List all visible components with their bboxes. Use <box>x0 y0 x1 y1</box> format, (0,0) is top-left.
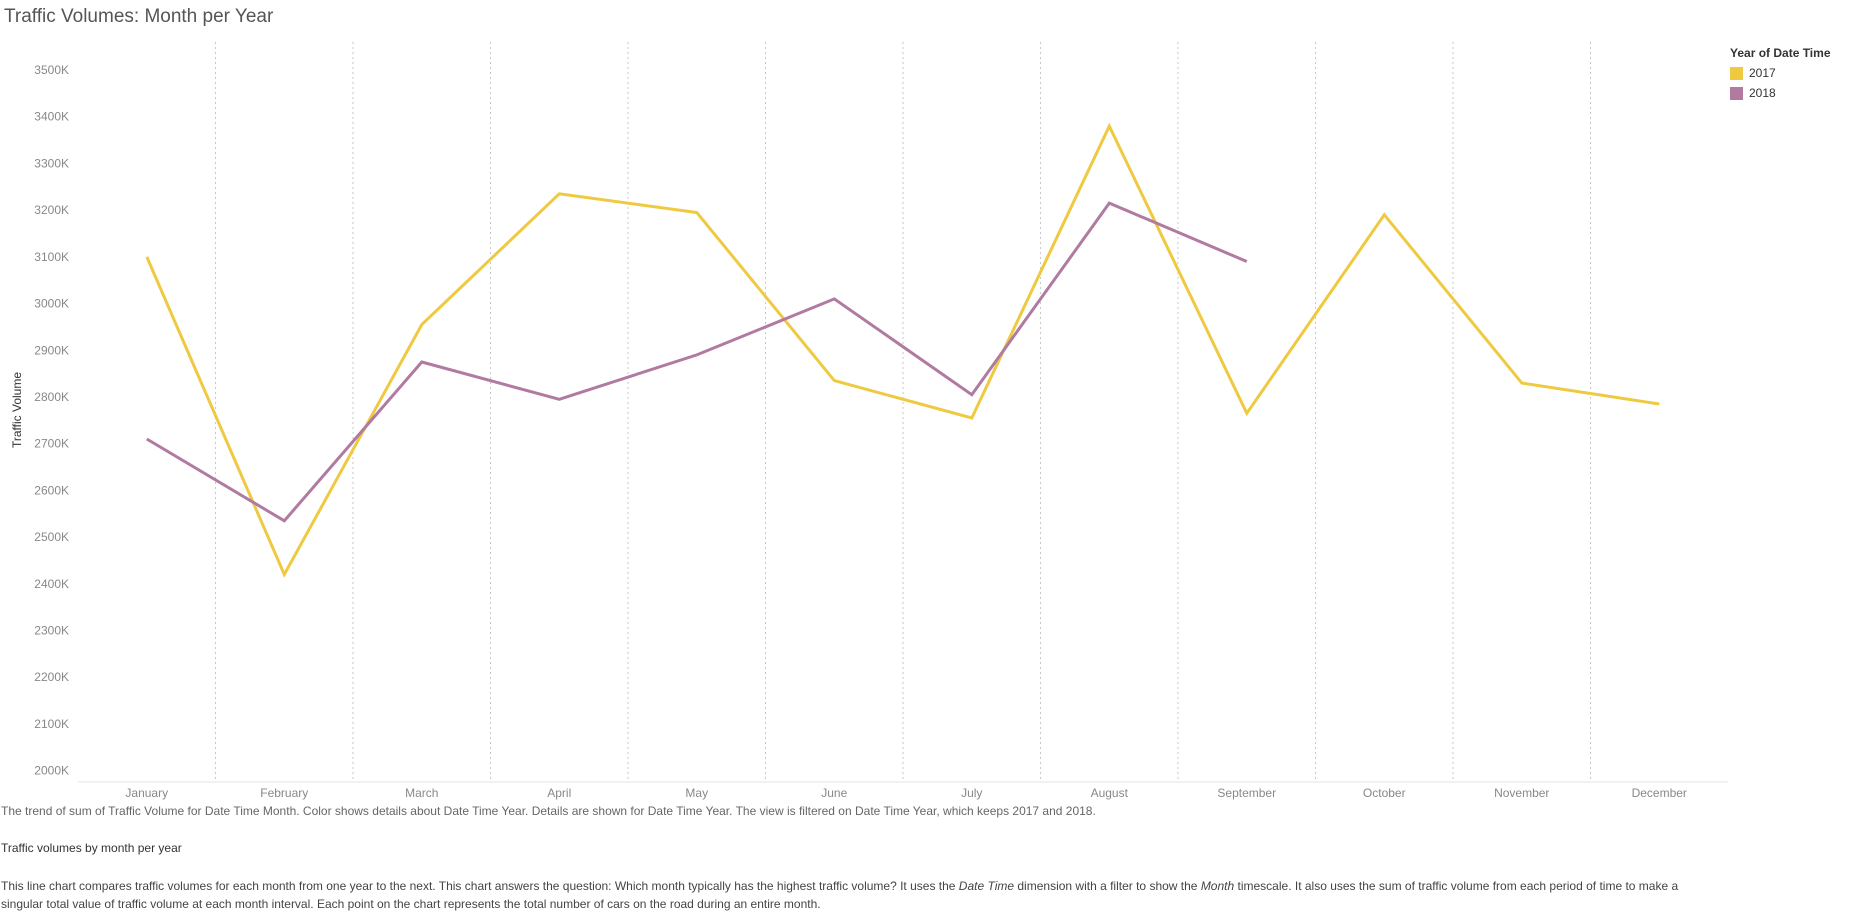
chart-title: Traffic Volumes: Month per Year <box>4 6 274 27</box>
y-tick-label: 3500K <box>34 63 69 77</box>
y-axis: 2000K 2100K 2200K 2300K 2400K 2500K 2600K 2700K… <box>34 63 69 778</box>
x-tick-label: November <box>1494 786 1549 800</box>
x-tick-label: March <box>405 786 438 800</box>
y-tick-label: 2400K <box>34 577 69 591</box>
legend-swatch-2018 <box>1730 86 1743 100</box>
description-emphasis-2: Month <box>1200 879 1235 893</box>
x-tick-label: September <box>1217 786 1276 800</box>
y-tick-label: 2300K <box>34 624 69 638</box>
x-tick-label: April <box>547 786 571 800</box>
x-tick-label: June <box>821 786 847 800</box>
y-tick-label: 2000K <box>34 764 69 778</box>
x-tick-label: August <box>1091 786 1129 800</box>
x-axis: January February March April May June July Augu… <box>125 786 1687 800</box>
gridlines <box>78 42 1728 783</box>
legend-item-2018[interactable]: 2018 <box>1730 83 1831 103</box>
y-tick-label: 3400K <box>34 110 69 124</box>
y-tick-label: 2100K <box>34 717 69 731</box>
y-tick-label: 3000K <box>34 297 69 311</box>
x-tick-label: January <box>125 786 168 800</box>
description-text-1: This line chart compares traffic volumes… <box>1 879 959 893</box>
y-tick-label: 2600K <box>34 483 69 497</box>
x-tick-label: July <box>961 786 982 800</box>
chart-caption: The trend of sum of Traffic Volume for D… <box>1 804 1096 818</box>
description-emphasis-1: Date Time <box>958 879 1015 893</box>
legend-swatch-2017 <box>1730 66 1743 80</box>
x-tick-label: December <box>1632 786 1687 800</box>
description-text-3: timescale. It also uses the sum of traff… <box>1 879 1679 911</box>
y-tick-label: 2500K <box>34 530 69 544</box>
y-tick-label: 3300K <box>34 156 69 170</box>
legend[interactable]: Year of Date Time 2017 2018 <box>1730 46 1831 103</box>
legend-label-2017: 2017 <box>1749 66 1776 80</box>
chart-subheading: Traffic volumes by month per year <box>1 841 182 855</box>
y-tick-label: 2200K <box>34 670 69 684</box>
x-tick-label: May <box>685 786 708 800</box>
description-text-2: dimension with a filter to show the <box>1014 879 1201 893</box>
y-tick-label: 3100K <box>34 250 69 264</box>
series-lines <box>145 122 1660 578</box>
y-tick-label: 3200K <box>34 203 69 217</box>
y-tick-label: 2800K <box>34 390 69 404</box>
line-chart: 2000K 2100K 2200K 2300K 2400K 2500K 2600K 2700K… <box>10 42 1728 800</box>
legend-item-2017[interactable]: 2017 <box>1730 63 1831 83</box>
legend-title: Year of Date Time <box>1730 46 1831 60</box>
chart-description: This line chart compares traffic volumes… <box>1 877 1721 913</box>
series-line-2018[interactable] <box>146 201 1248 523</box>
x-tick-label: October <box>1363 786 1406 800</box>
x-tick-label: February <box>260 786 308 800</box>
y-tick-label: 2700K <box>34 437 69 451</box>
y-axis-label: Traffic Volume <box>10 372 24 448</box>
legend-label-2018: 2018 <box>1749 86 1776 100</box>
series-line-2017[interactable] <box>145 122 1660 578</box>
y-tick-label: 2900K <box>34 343 69 357</box>
